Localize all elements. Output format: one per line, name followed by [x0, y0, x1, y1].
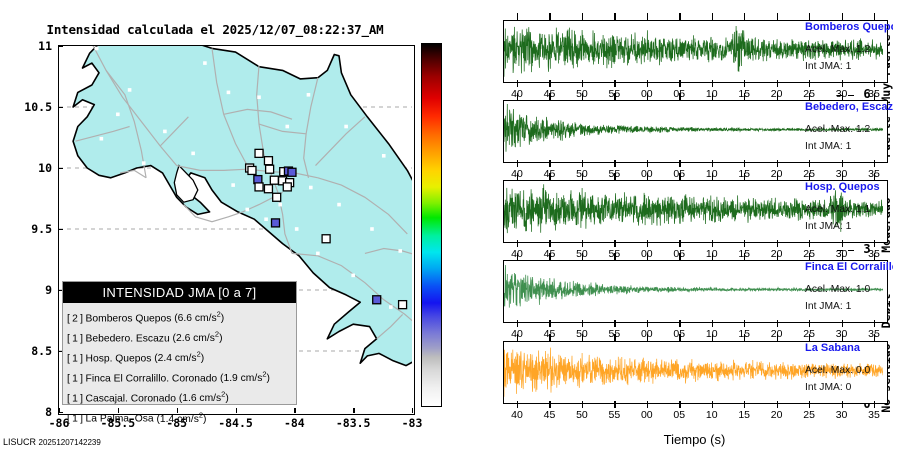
legend-entry-station: Hosp. Quepos [82, 353, 152, 365]
trace-bottom-ticks [503, 160, 886, 167]
footer-code: 20251207142239 [38, 438, 101, 447]
trace-top-ticks [503, 173, 886, 180]
colorbar-tick-label: 3 [863, 241, 871, 256]
legend-entry-accel: (2.6 cm/s2) [169, 330, 223, 345]
trace-xaxis-title: Tiempo (s) [663, 432, 726, 447]
legend-title: INTENSIDAD JMA [0 a 7] [63, 282, 296, 303]
trace-bottom-ticks [503, 240, 886, 247]
legend-entry-accel: (1.4 cm/s2) [153, 410, 207, 425]
legend-entry-station: Cascajal. Coronado [82, 393, 176, 405]
legend-entry-station: Bebedero. Escazu [82, 333, 170, 345]
trace-station-name[interactable]: La Sabana [805, 342, 861, 354]
trace-station-name[interactable]: Finca El Corralillo, Coro [805, 261, 910, 273]
right-edge-clip [893, 0, 910, 460]
legend-entry-intensity: [ 2 ] [67, 313, 83, 325]
trace-max-accel: Acel. Max. 1.2 [805, 124, 871, 135]
waveform [504, 347, 883, 397]
legend-entry-accel: (2.4 cm/s2) [151, 350, 205, 365]
colorbar-tick [837, 249, 843, 252]
legend-entry: [ 1 ] Finca El Corralillo. Coronado (1.9… [67, 367, 296, 387]
trace-bottom-ticks [503, 320, 886, 327]
trace-jma-intensity: Int JMA: 1 [805, 141, 852, 152]
waveform [504, 103, 883, 152]
trace-xlabel: 45 [543, 409, 556, 421]
legend-entry: [ 1 ] Bebedero. Escazu (2.6 cm/s2) [67, 327, 296, 347]
trace-top-ticks [503, 334, 886, 341]
waveform [504, 25, 883, 77]
trace-xlabel: 20 [770, 409, 783, 421]
trace-max-accel: Acel. Max. 1.1 [805, 204, 871, 215]
trace-xlabel: 10 [705, 409, 718, 421]
trace-xlabel: 00 [640, 409, 653, 421]
trace-jma-intensity: Int JMA: 1 [805, 301, 852, 312]
legend-entry-intensity: [ 1 ] [67, 373, 83, 385]
map-canvas [59, 46, 412, 367]
trace-xlabel: 55 [608, 409, 621, 421]
trace-station-name[interactable]: Hosp. Quepos [805, 181, 880, 193]
trace-top-ticks [503, 93, 886, 100]
legend-entry-station: Bomberos Quepos [82, 313, 172, 325]
intensity-colorbar [421, 43, 442, 407]
trace-jma-intensity: Int JMA: 0 [805, 382, 852, 393]
legend-entry: [ 1 ] La Palma. Osa (1.4 cm/s2) [67, 407, 296, 427]
page-title: Intensidad calculada el 2025/12/07_08:22… [46, 22, 384, 37]
legend-entry-accel: (1.6 cm/s2) [175, 390, 229, 405]
seismogram-trace[interactable] [503, 20, 888, 83]
seismogram-trace[interactable] [503, 260, 888, 323]
footer-credit: LISUCR 20251207142239 [3, 437, 101, 447]
seismogram-trace[interactable] [503, 100, 888, 163]
trace-jma-intensity: Int JMA: 1 [805, 61, 852, 72]
trace-station-name[interactable]: Bebedero, Escazu [805, 101, 900, 113]
legend-entry: [ 2 ] Bomberos Quepos (6.6 cm/s2) [67, 307, 296, 327]
legend-entry-intensity: [ 1 ] [67, 393, 83, 405]
trace-top-ticks [503, 13, 886, 20]
colorbar-tick [848, 249, 854, 252]
colorbar-tick-label: 6 [863, 86, 871, 101]
trace-top-ticks [503, 253, 886, 260]
trace-max-accel: Acel. Max. 1.0 [805, 284, 871, 295]
waveform [504, 184, 883, 234]
trace-bottom-ticks [503, 80, 886, 87]
legend-entry: [ 1 ] Cascajal. Coronado (1.6 cm/s2) [67, 387, 296, 407]
legend-entry-intensity: [ 1 ] [67, 353, 83, 365]
trace-jma-intensity: Int JMA: 1 [805, 221, 852, 232]
trace-max-accel: Acel. Max. 1.2 [805, 44, 871, 55]
trace-station-name[interactable]: Bomberos Quepos [805, 21, 904, 33]
trace-xlabel: 30 [835, 409, 848, 421]
trace-xlabel: 15 [738, 409, 751, 421]
trace-xlabels: 40 45 50 55 00 05 10 15 20 25 30 35 [495, 409, 894, 422]
trace-xlabel: 05 [673, 409, 686, 421]
legend-entry: [ 1 ] Hosp. Quepos (2.4 cm/s2) [67, 347, 296, 367]
trace-xlabel: 50 [576, 409, 588, 421]
trace-xlabel: 25 [803, 409, 815, 421]
legend-entry-list: [ 2 ] Bomberos Quepos (6.6 cm/s2)[ 1 ] B… [63, 303, 296, 427]
intensity-legend[interactable]: INTENSIDAD JMA [0 a 7] [ 2 ] Bomberos Qu… [62, 281, 297, 425]
legend-entry-station: Finca El Corralillo. Coronado [82, 373, 218, 385]
trace-xlabel: 35 [868, 409, 880, 421]
legend-entry-intensity: [ 1 ] [67, 413, 83, 425]
colorbar-tick [837, 94, 843, 96]
trace-max-accel: Acel. Max. 0.0 [805, 365, 871, 376]
seismogram-trace[interactable] [503, 341, 888, 404]
colorbar-tick-label: 0 [863, 397, 871, 411]
colorbar-tick [848, 94, 854, 96]
legend-entry-intensity: [ 1 ] [67, 333, 83, 345]
legend-entry-accel: (1.9 cm/s2) [217, 370, 270, 385]
waveform [504, 264, 883, 308]
legend-entry-accel: (6.6 cm/s2) [171, 310, 225, 325]
seismogram-trace[interactable] [503, 180, 888, 243]
trace-bottom-ticks [503, 401, 886, 408]
legend-entry-station: La Palma. Osa [82, 413, 154, 425]
trace-xlabel: 40 [511, 409, 523, 421]
footer-agency: LISUCR [3, 437, 37, 447]
